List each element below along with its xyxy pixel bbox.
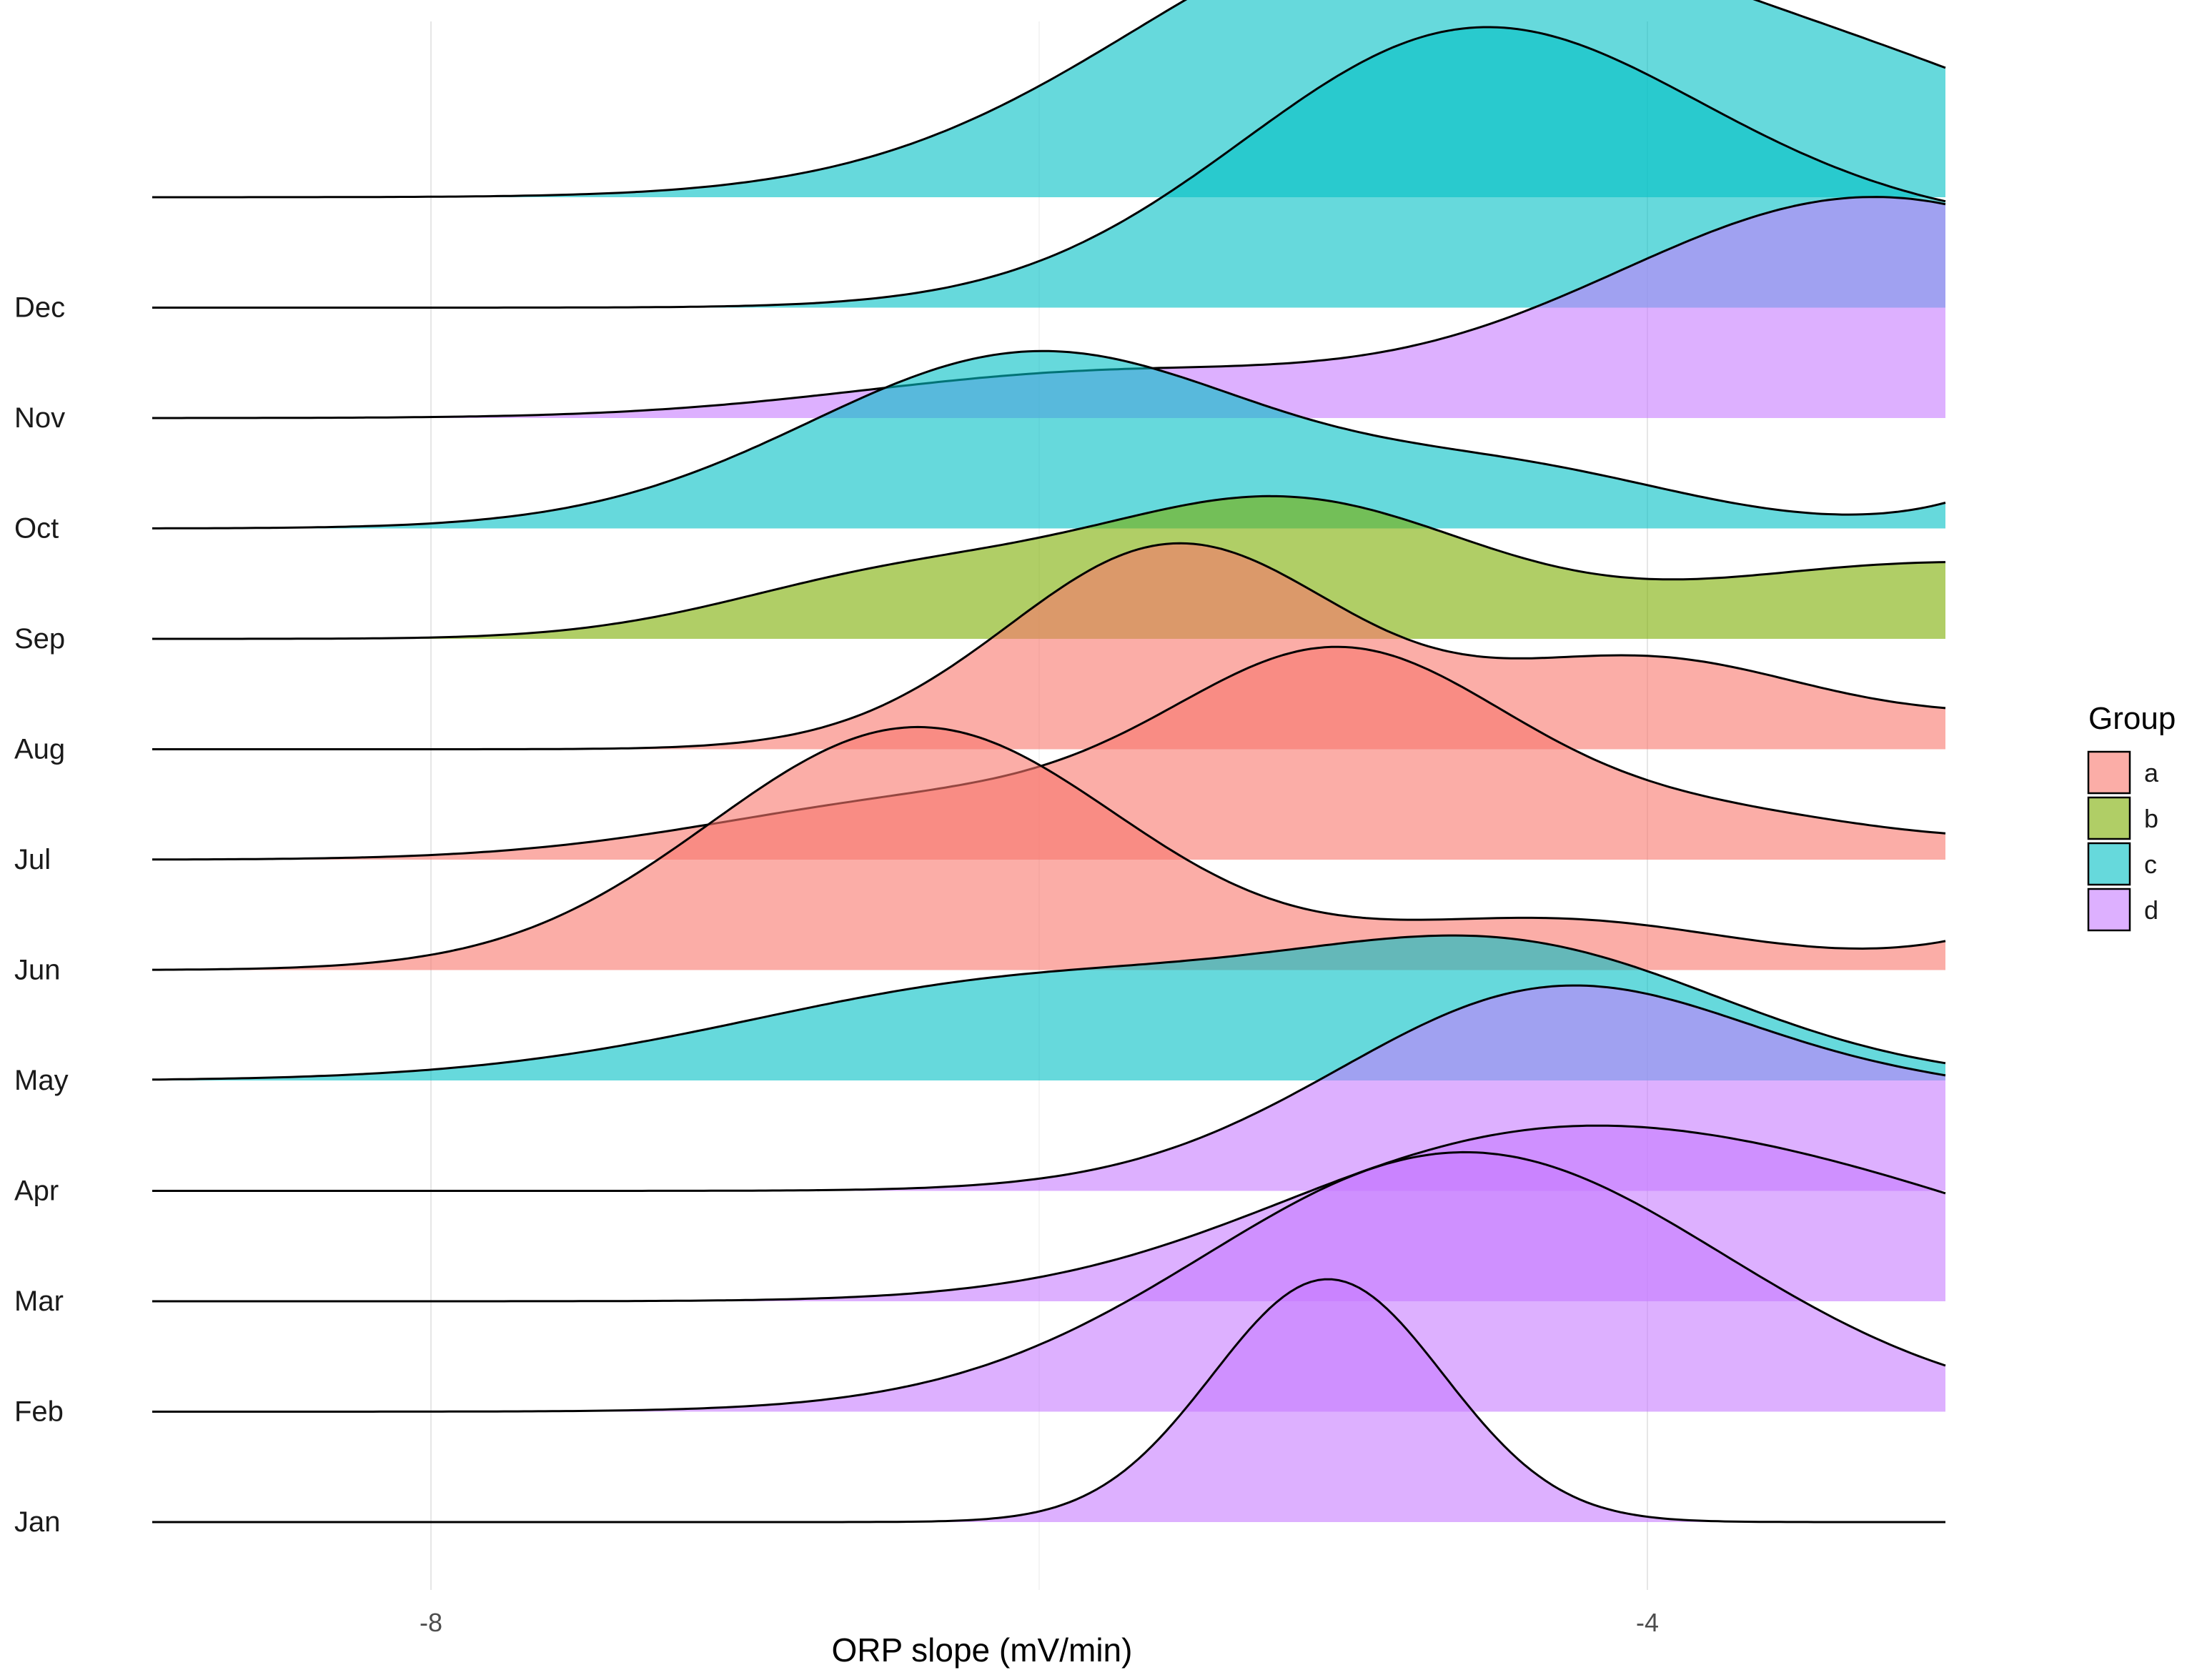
legend-label-d: d — [2144, 895, 2158, 925]
ridge-fill-aug — [152, 543, 1945, 750]
ridge-line-may — [152, 934, 1946, 1081]
y-label-jan: Jan — [14, 1506, 61, 1538]
ridge-line-jul — [152, 645, 1946, 861]
ridge-fill-sep — [152, 496, 1945, 639]
legend-key-d — [2087, 888, 2131, 932]
y-label-jun: Jun — [14, 955, 61, 986]
y-label-feb: Feb — [14, 1396, 64, 1428]
ridge-line-jan — [152, 1278, 1945, 1524]
legend-key-a — [2087, 750, 2131, 795]
ridge-line-jun — [152, 725, 1946, 971]
legend-label-c: c — [2144, 850, 2157, 879]
y-axis-labels: Dec Nov Oct Sep Aug Jul Jun May Apr Mar Feb Jan — [14, 292, 69, 1539]
ridge-fill-dec — [152, 27, 1945, 308]
y-label-may: May — [14, 1065, 69, 1096]
y-label-apr: Apr — [14, 1175, 59, 1207]
ridge-fill-jan — [152, 1279, 1945, 1522]
ridge-line-mar — [152, 1124, 1946, 1303]
ridge-line-top — [152, 0, 1946, 199]
ridge-fill-jul — [152, 647, 1945, 860]
ridge-line-aug — [152, 542, 1946, 750]
legend-label-a: a — [2144, 758, 2159, 787]
y-label-mar: Mar — [14, 1286, 64, 1317]
x-tick-label-1: -4 — [1636, 1608, 1659, 1637]
x-tick-label-0: -8 — [420, 1608, 442, 1637]
ridge-line-sep — [152, 494, 1946, 640]
ridge-fill-feb — [152, 1152, 1945, 1412]
ridge-line-oct — [152, 349, 1946, 530]
ridge-line-apr — [152, 984, 1946, 1192]
y-label-sep: Sep — [14, 623, 65, 655]
y-label-dec: Dec — [14, 292, 65, 324]
x-axis-ticks: -8-40 — [420, 1608, 1659, 1637]
ridge-layer — [152, 0, 1946, 1524]
ridge-fill-jun — [152, 727, 1945, 970]
legend-key-b — [2087, 796, 2131, 840]
y-label-oct: Oct — [14, 513, 59, 545]
x-axis-title: ORP slope (mV/min) — [832, 1631, 1133, 1669]
ridge-line-feb — [152, 1150, 1946, 1413]
ridge-fill-nov — [152, 197, 1945, 418]
legend-key-c — [2087, 842, 2131, 886]
ridge-line-dec — [152, 26, 1946, 309]
y-label-nov: Nov — [14, 402, 65, 434]
legend-label-b: b — [2144, 804, 2158, 833]
ridge-fill-oct — [152, 351, 1945, 529]
y-label-jul: Jul — [14, 844, 51, 875]
legend-title: Group — [2088, 701, 2176, 736]
y-label-aug: Aug — [14, 734, 65, 765]
